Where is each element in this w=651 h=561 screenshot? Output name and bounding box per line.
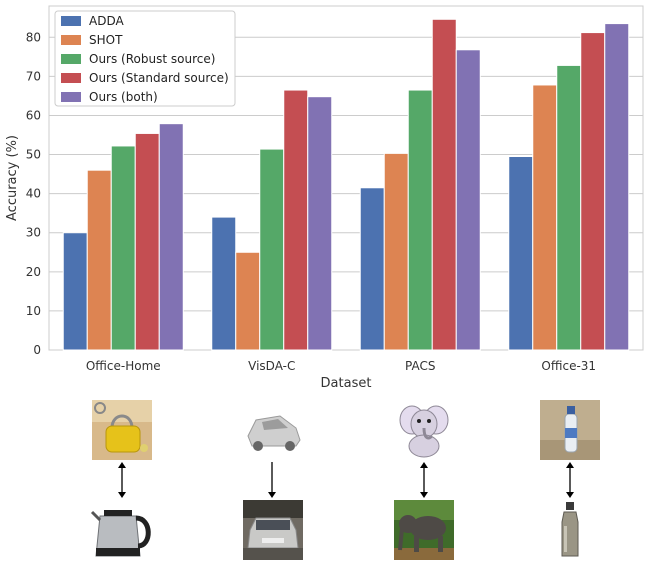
bar-ours-standard-source-visda-c	[283, 89, 309, 351]
bar-ours-both-office-home	[158, 123, 184, 351]
bar-shot-office-31	[532, 84, 558, 351]
y-tick-label: 70	[26, 69, 41, 83]
bar-ours-robust-source-visda-c	[259, 148, 285, 351]
legend-swatch	[61, 35, 81, 45]
bar-ours-both-office-31	[604, 23, 630, 351]
y-tick-label: 60	[26, 108, 41, 122]
bars	[62, 18, 630, 351]
bar-ours-robust-source-office-31	[556, 64, 582, 351]
car-render-source-image	[244, 400, 302, 458]
example-office-31	[540, 400, 600, 560]
bar-shot-pacs	[383, 152, 409, 351]
bar-adda-office-31	[508, 156, 534, 351]
lock-source-image	[92, 400, 152, 460]
x-tick-label: VisDA-C	[248, 359, 295, 373]
kettle-target-image	[90, 500, 152, 560]
example-pacs	[394, 400, 454, 560]
legend-swatch	[61, 73, 81, 83]
legend-entry: Ours (both)	[89, 90, 158, 104]
steel-bottle-target-image	[540, 500, 600, 560]
legend-entry: SHOT	[89, 33, 123, 47]
x-tick-label: PACS	[405, 359, 435, 373]
bar-adda-visda-c	[211, 216, 237, 351]
legend-swatch	[61, 54, 81, 64]
bar-ours-robust-source-office-home	[110, 145, 136, 351]
bar-adda-office-home	[62, 232, 88, 351]
y-tick-label: 40	[26, 187, 41, 201]
y-tick-label: 20	[26, 265, 41, 279]
x-tick-label: Office-Home	[86, 359, 161, 373]
bar-ours-robust-source-pacs	[407, 89, 433, 351]
example-images	[90, 400, 600, 560]
legend-entry: ADDA	[89, 14, 124, 28]
elephant-photo-target-image	[394, 500, 454, 560]
y-tick-label: 0	[33, 343, 41, 357]
legend-swatch	[61, 92, 81, 102]
legend: ADDA SHOT Ours (Robust source) Ours (Standa…	[54, 10, 236, 107]
example-visda-c	[243, 400, 303, 560]
x-tick-label: Office-31	[541, 359, 596, 373]
y-tick-label: 30	[26, 226, 41, 240]
bar-shot-visda-c	[235, 251, 261, 351]
bar-ours-standard-source-office-31	[580, 32, 606, 351]
bar-shot-office-home	[86, 169, 112, 351]
y-tick-labels: 0 10 20 30 40 50 60 70 80	[26, 30, 41, 357]
legend-entry: Ours (Robust source)	[89, 52, 215, 66]
car-photo-target-image	[243, 500, 303, 560]
bar-ours-standard-source-pacs	[431, 18, 457, 351]
y-tick-label: 10	[26, 304, 41, 318]
x-tick-labels: Office-Home VisDA-C PACS Office-31	[86, 359, 596, 373]
x-axis-label: Dataset	[321, 376, 372, 391]
bar-adda-pacs	[359, 187, 385, 351]
legend-swatch	[61, 16, 81, 26]
elephant-cartoon-source-image	[394, 400, 454, 460]
legend-box	[54, 10, 236, 107]
y-axis-label: Accuracy (%)	[5, 135, 20, 221]
example-office-home	[90, 400, 152, 560]
bottle-webcam-source-image	[540, 400, 600, 460]
y-tick-label: 50	[26, 148, 41, 162]
bar-ours-both-visda-c	[307, 96, 333, 351]
y-tick-label: 80	[26, 30, 41, 44]
bar-ours-standard-source-office-home	[134, 132, 160, 351]
legend-entry: Ours (Standard source)	[89, 71, 229, 85]
bar-ours-both-pacs	[455, 49, 481, 351]
